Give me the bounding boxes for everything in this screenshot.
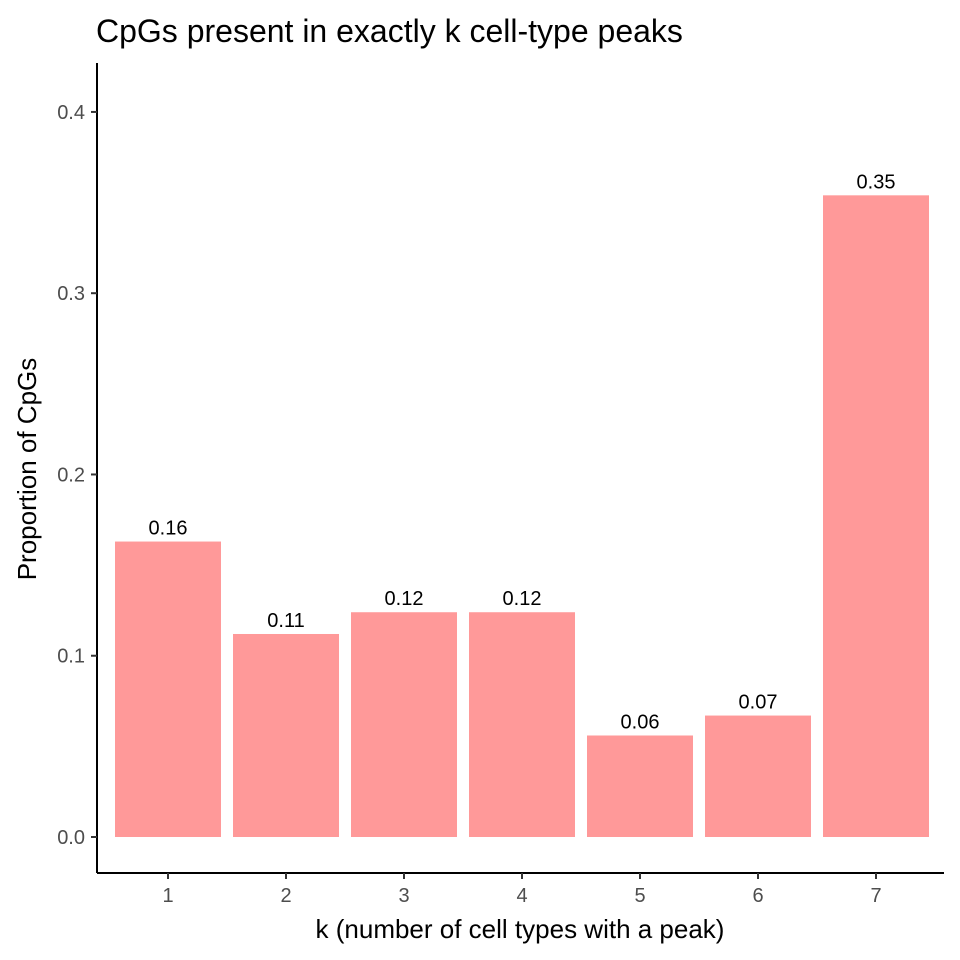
y-tick-label: 0.3 (57, 283, 85, 305)
y-tick-label: 0.4 (57, 102, 85, 124)
data-label-k-7: 0.35 (857, 171, 896, 193)
bar-k-7 (823, 195, 929, 837)
data-label-k-1: 0.16 (149, 518, 188, 540)
chart-title: CpGs present in exactly k cell-type peak… (96, 13, 683, 49)
x-tick-label: 7 (870, 885, 881, 907)
data-labels-layer: 0.16 0.11 0.12 0.12 0.06 0.07 0.35 (149, 171, 896, 733)
x-tick-label: 4 (516, 885, 527, 907)
bar-k-5 (587, 735, 693, 837)
data-label-k-4: 0.12 (503, 588, 542, 610)
x-tick-label: 6 (752, 885, 763, 907)
data-label-k-5: 0.06 (621, 711, 660, 733)
bar-k-2 (233, 633, 339, 837)
bar-k-1 (115, 541, 221, 837)
x-axis: 1 2 3 4 5 6 7 (97, 872, 944, 907)
bar-k-6 (705, 715, 811, 837)
bars-layer (115, 195, 929, 837)
y-axis-title: Proportion of CpGs (12, 358, 42, 581)
y-axis: 0.0 0.1 0.2 0.3 0.4 (57, 63, 98, 873)
data-label-k-2: 0.11 (267, 610, 304, 632)
data-label-k-6: 0.07 (739, 692, 778, 714)
y-tick-label: 0.0 (57, 827, 85, 849)
bar-k-4 (469, 612, 575, 837)
data-label-k-3: 0.12 (385, 588, 424, 610)
y-tick-label: 0.1 (57, 646, 85, 668)
x-tick-label: 1 (162, 885, 173, 907)
x-tick-label: 5 (634, 885, 645, 907)
x-axis-title: k (number of cell types with a peak) (316, 914, 725, 944)
bar-k-3 (351, 612, 457, 837)
x-tick-label: 3 (398, 885, 409, 907)
x-tick-label: 2 (280, 885, 291, 907)
y-tick-label: 0.2 (57, 464, 85, 486)
